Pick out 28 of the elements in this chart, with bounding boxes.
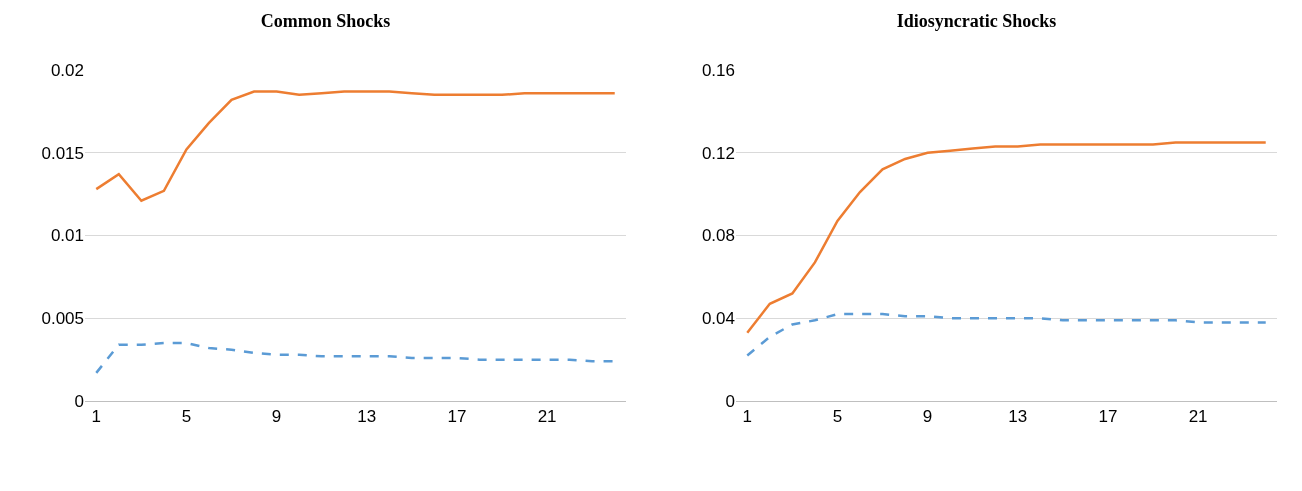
chart-title: Common Shocks bbox=[260, 11, 391, 32]
line-series bbox=[746, 312, 1267, 357]
x-tick-label: 9 bbox=[271, 407, 282, 427]
x-tick-label: 13 bbox=[357, 407, 377, 427]
x-tick-label: 21 bbox=[1188, 407, 1208, 427]
y-tick-label: 0.16 bbox=[701, 60, 735, 80]
x-tick-label: 9 bbox=[922, 407, 933, 427]
x-tick-label: 5 bbox=[832, 407, 843, 427]
y-tick-label: 0.02 bbox=[50, 60, 84, 80]
x-tick-label: 5 bbox=[181, 407, 192, 427]
line-series bbox=[95, 341, 616, 375]
line-series bbox=[746, 141, 1267, 334]
x-tick-label: 1 bbox=[742, 407, 752, 427]
chart-title: Idiosyncratic Shocks bbox=[896, 11, 1057, 32]
y-tick-label: 0.015 bbox=[41, 143, 84, 163]
y-tick-label: 0.12 bbox=[701, 143, 735, 163]
y-tick-label: 0.08 bbox=[701, 226, 735, 246]
x-tick-label: 13 bbox=[1008, 407, 1028, 427]
y-tick-label: 0 bbox=[725, 391, 735, 411]
x-tick-label: 21 bbox=[537, 407, 557, 427]
y-tick-label: 0 bbox=[74, 391, 84, 411]
y-tick-label: 0.005 bbox=[41, 309, 84, 329]
x-tick-label: 17 bbox=[447, 407, 467, 427]
y-tick-label: 0.01 bbox=[50, 226, 84, 246]
y-tick-label: 0.04 bbox=[701, 309, 735, 329]
line-series bbox=[95, 90, 616, 202]
x-tick-label: 1 bbox=[91, 407, 101, 427]
x-tick-label: 17 bbox=[1098, 407, 1118, 427]
